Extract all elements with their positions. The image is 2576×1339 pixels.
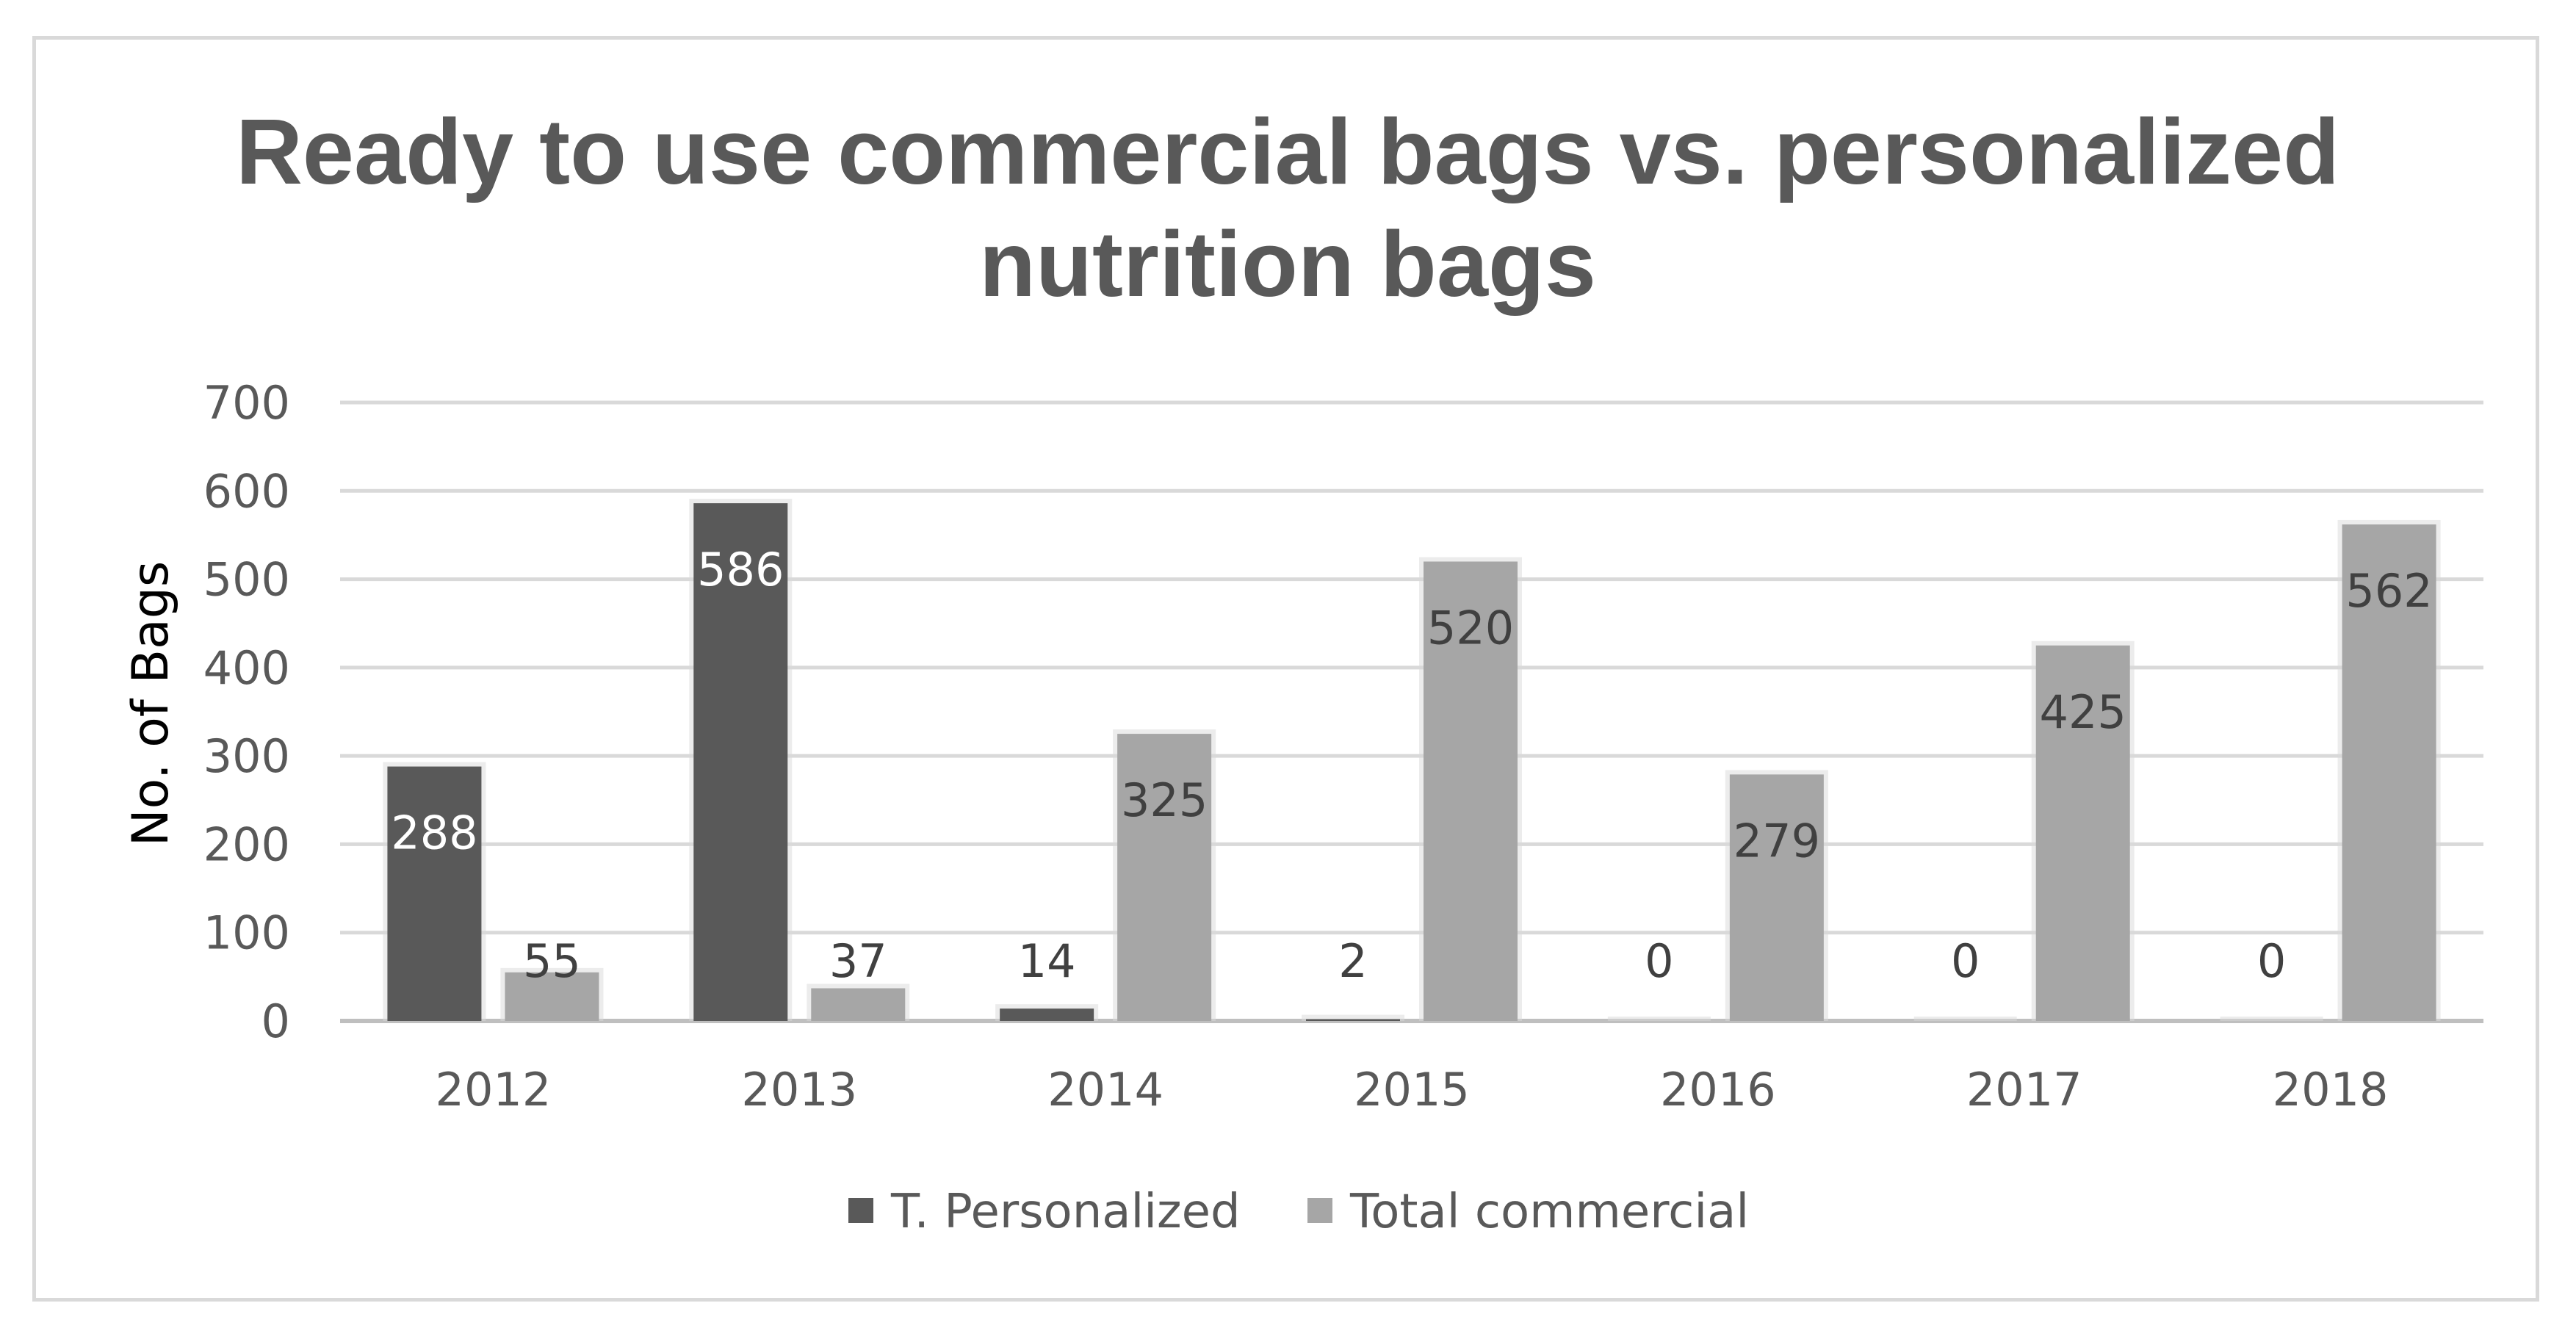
y-tick-label: 200 (203, 818, 290, 871)
gridlines (340, 400, 2483, 1023)
bar-commercial-2014 (1117, 734, 1212, 1021)
data-label-personalized-2016: 0 (1645, 934, 1673, 988)
legend-label-commercial: Total commercial (1349, 1185, 1749, 1239)
x-axis-ticks: 2012 2013 2014 2015 2016 2017 2018 (436, 1063, 2389, 1116)
chart-title-line-2: nutrition bags (979, 212, 1596, 316)
y-tick-label: 0 (261, 995, 290, 1048)
y-tick-label: 300 (203, 729, 290, 783)
data-label-personalized-2012: 288 (391, 806, 477, 860)
bar-personalized-2013 (693, 503, 788, 1021)
legend-label-personalized: T. Personalized (890, 1185, 1241, 1239)
data-label-commercial-2017: 425 (2040, 685, 2126, 739)
bar-shadow-personalized-2015 (1302, 1014, 1404, 1021)
bar-personalized-2014 (1000, 1008, 1094, 1021)
data-label-personalized-2014: 14 (1018, 934, 1076, 988)
x-tick-label: 2017 (1966, 1063, 2082, 1116)
chart-title: Ready to use commercial bags vs. persona… (236, 100, 2339, 316)
data-label-personalized-2013: 586 (697, 543, 784, 596)
x-tick-label: 2018 (2273, 1063, 2389, 1116)
bar-commercial-2018 (2342, 524, 2436, 1021)
data-label-commercial-2018: 562 (2345, 564, 2432, 618)
bar-shadow-personalized-2016 (1607, 1017, 1711, 1021)
y-axis-title: No. of Bags (122, 561, 180, 847)
bar-commercial-2015 (1424, 561, 1518, 1021)
bars (383, 499, 2441, 1021)
data-label-commercial-2014: 325 (1121, 773, 1208, 827)
chart-title-line-1: Ready to use commercial bags vs. persona… (236, 100, 2339, 203)
x-tick-label: 2014 (1047, 1063, 1163, 1116)
bar-shadow-personalized-2018 (2220, 1017, 2323, 1021)
data-labels: 288 55 586 37 14 325 2 520 0 279 0 425 0 562 (391, 543, 2432, 988)
data-label-personalized-2015: 2 (1338, 934, 1367, 988)
legend: T. Personalized Total commercial (848, 1185, 1749, 1239)
bar-personalized-2015 (1306, 1019, 1400, 1021)
x-tick-label: 2012 (436, 1063, 552, 1116)
y-tick-label: 400 (203, 641, 290, 695)
y-tick-label: 700 (203, 376, 290, 430)
y-tick-label: 600 (203, 464, 290, 518)
bar-commercial-2013 (811, 988, 906, 1021)
legend-swatch-personalized (848, 1198, 873, 1223)
bar-commercial-2012 (505, 972, 599, 1021)
x-tick-label: 2013 (741, 1063, 857, 1116)
data-label-personalized-2018: 0 (2257, 934, 2286, 988)
data-label-commercial-2012: 55 (523, 934, 581, 988)
y-axis-ticks: 0 100 200 300 400 500 600 700 (203, 376, 290, 1048)
data-label-personalized-2017: 0 (1951, 934, 1980, 988)
y-tick-label: 100 (203, 906, 290, 960)
x-tick-label: 2016 (1660, 1063, 1776, 1116)
bar-personalized-2012 (387, 766, 482, 1021)
y-tick-label: 500 (203, 553, 290, 607)
data-label-commercial-2013: 37 (829, 934, 887, 988)
bar-commercial-2017 (2035, 645, 2130, 1021)
bar-shadow-personalized-2017 (1913, 1017, 2017, 1021)
bar-commercial-2016 (1729, 774, 1824, 1021)
data-label-commercial-2015: 520 (1427, 602, 1514, 655)
legend-swatch-commercial (1307, 1198, 1332, 1223)
data-label-commercial-2016: 279 (1733, 814, 1820, 867)
x-tick-label: 2015 (1354, 1063, 1470, 1116)
